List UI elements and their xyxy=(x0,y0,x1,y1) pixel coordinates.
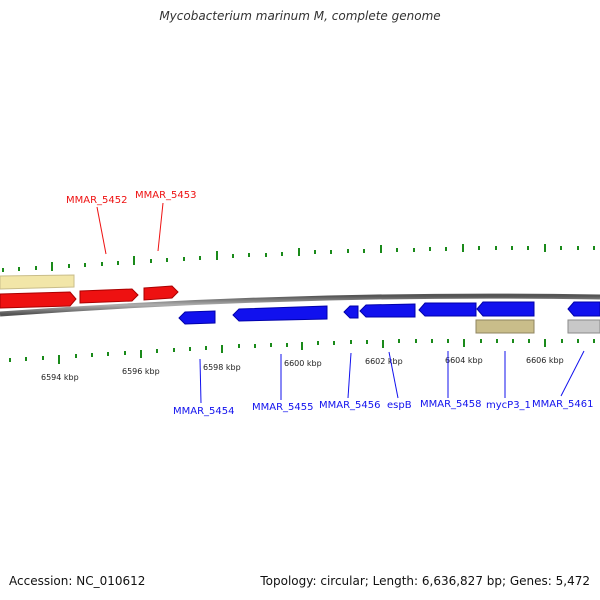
genome-summary-text: Topology: circular; Length: 6,636,827 bp… xyxy=(260,574,590,588)
gene-mycp3-1[interactable] xyxy=(476,301,535,317)
gene-mmar-5456[interactable] xyxy=(343,305,359,319)
outer-tick-track xyxy=(2,244,595,272)
kbp-label: 6600 kbp xyxy=(284,359,322,368)
kbp-label: 6598 kbp xyxy=(203,363,241,372)
gene-label-espb[interactable]: espB xyxy=(387,400,412,411)
gene-mmar-5458[interactable] xyxy=(418,302,477,317)
kbp-label: 6596 kbp xyxy=(122,367,160,376)
gene-mmar-5455[interactable] xyxy=(232,305,328,322)
kbp-label: 6606 kbp xyxy=(526,356,564,365)
accession-text: Accession: NC_010612 xyxy=(9,574,146,588)
genome-title: Mycobacterium marinum M, complete genome xyxy=(159,9,441,23)
pseudogene-forward-feature[interactable] xyxy=(0,274,75,290)
connector-line xyxy=(560,350,585,397)
kbp-label: 6604 kbp xyxy=(445,356,483,365)
kbp-label: 6602 kbp xyxy=(365,357,403,366)
gene-label-mmar-5461[interactable]: MMAR_5461 xyxy=(532,399,594,410)
gene-mmar-5461[interactable] xyxy=(567,301,600,317)
connector-line xyxy=(199,358,202,404)
pseudogene-reverse-feature[interactable] xyxy=(475,319,535,334)
connector-line xyxy=(157,202,164,252)
gene-mmar-5452[interactable] xyxy=(79,288,139,304)
forward-label-connectors xyxy=(96,202,164,255)
gene-mmar-5454[interactable] xyxy=(178,310,216,325)
gene-label-mmar-5453[interactable]: MMAR_5453 xyxy=(135,190,197,201)
connector-line xyxy=(388,351,399,399)
gene-mmar-5453[interactable] xyxy=(143,285,179,301)
reverse-label-connectors xyxy=(199,350,585,404)
gene-label-mmar-5458[interactable]: MMAR_5458 xyxy=(420,399,482,410)
kbp-label: 6594 kbp xyxy=(41,373,79,382)
gene-label-mmar-5454[interactable]: MMAR_5454 xyxy=(173,406,235,417)
gene-label-mycp3-1[interactable]: mycP3_1 xyxy=(486,400,531,411)
gene-label-mmar-5452[interactable]: MMAR_5452 xyxy=(66,195,128,206)
gene-label-mmar-5455[interactable]: MMAR_5455 xyxy=(252,402,314,413)
inner-tick-track xyxy=(9,339,595,364)
gene-espb[interactable] xyxy=(359,303,416,318)
genome-backbone xyxy=(0,293,600,317)
other-reverse-feature[interactable] xyxy=(567,319,600,334)
gene-label-mmar-5456[interactable]: MMAR_5456 xyxy=(319,400,381,411)
connector-line xyxy=(347,352,352,399)
gene-forward-feature[interactable] xyxy=(0,291,77,309)
connector-line xyxy=(96,206,107,255)
